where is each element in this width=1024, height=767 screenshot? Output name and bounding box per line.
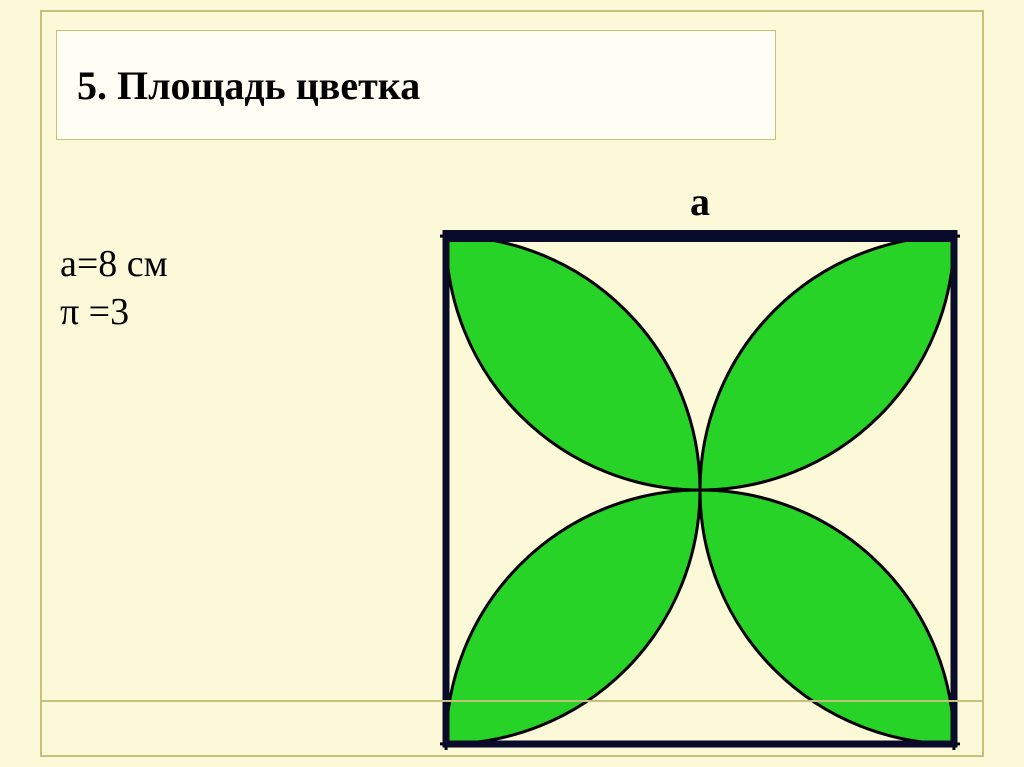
title-box: 5. Площадь цветка [56,30,776,140]
flower-figure [440,230,960,750]
slide: 5. Площадь цветка a=8 см π =3 a [0,0,1024,767]
given-line-2: π =3 [60,288,168,336]
bottom-rule [42,700,982,702]
given-block: a=8 см π =3 [60,240,168,336]
given-line-1: a=8 см [60,240,168,288]
side-label-a: a [690,178,710,225]
slide-title: 5. Площадь цветка [77,62,420,109]
